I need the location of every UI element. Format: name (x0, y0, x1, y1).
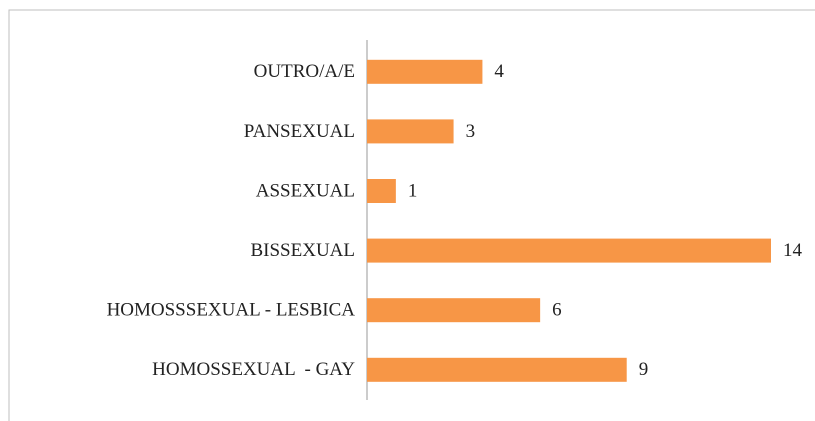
category-label: BISSEXUAL (250, 240, 355, 261)
bar (367, 357, 627, 382)
data-label: 1 (408, 180, 418, 201)
bar (367, 119, 454, 144)
category-label: PANSEXUAL (244, 121, 355, 142)
category-label: OUTRO/A/E (254, 61, 355, 82)
data-label: 3 (466, 121, 476, 142)
bar (367, 59, 483, 84)
bar (367, 298, 541, 323)
category-label: HOMOSSEXUAL - GAY (152, 359, 355, 380)
chart-frame (8, 9, 815, 421)
category-label: ASSEXUAL (256, 180, 355, 201)
data-label: 9 (639, 359, 649, 380)
bar (367, 179, 396, 203)
data-label: 6 (552, 300, 562, 321)
bar (367, 238, 771, 263)
category-label: HOMOSSSEXUAL - LESBICA (107, 300, 356, 321)
data-label: 4 (494, 61, 504, 82)
data-label: 14 (783, 240, 803, 261)
